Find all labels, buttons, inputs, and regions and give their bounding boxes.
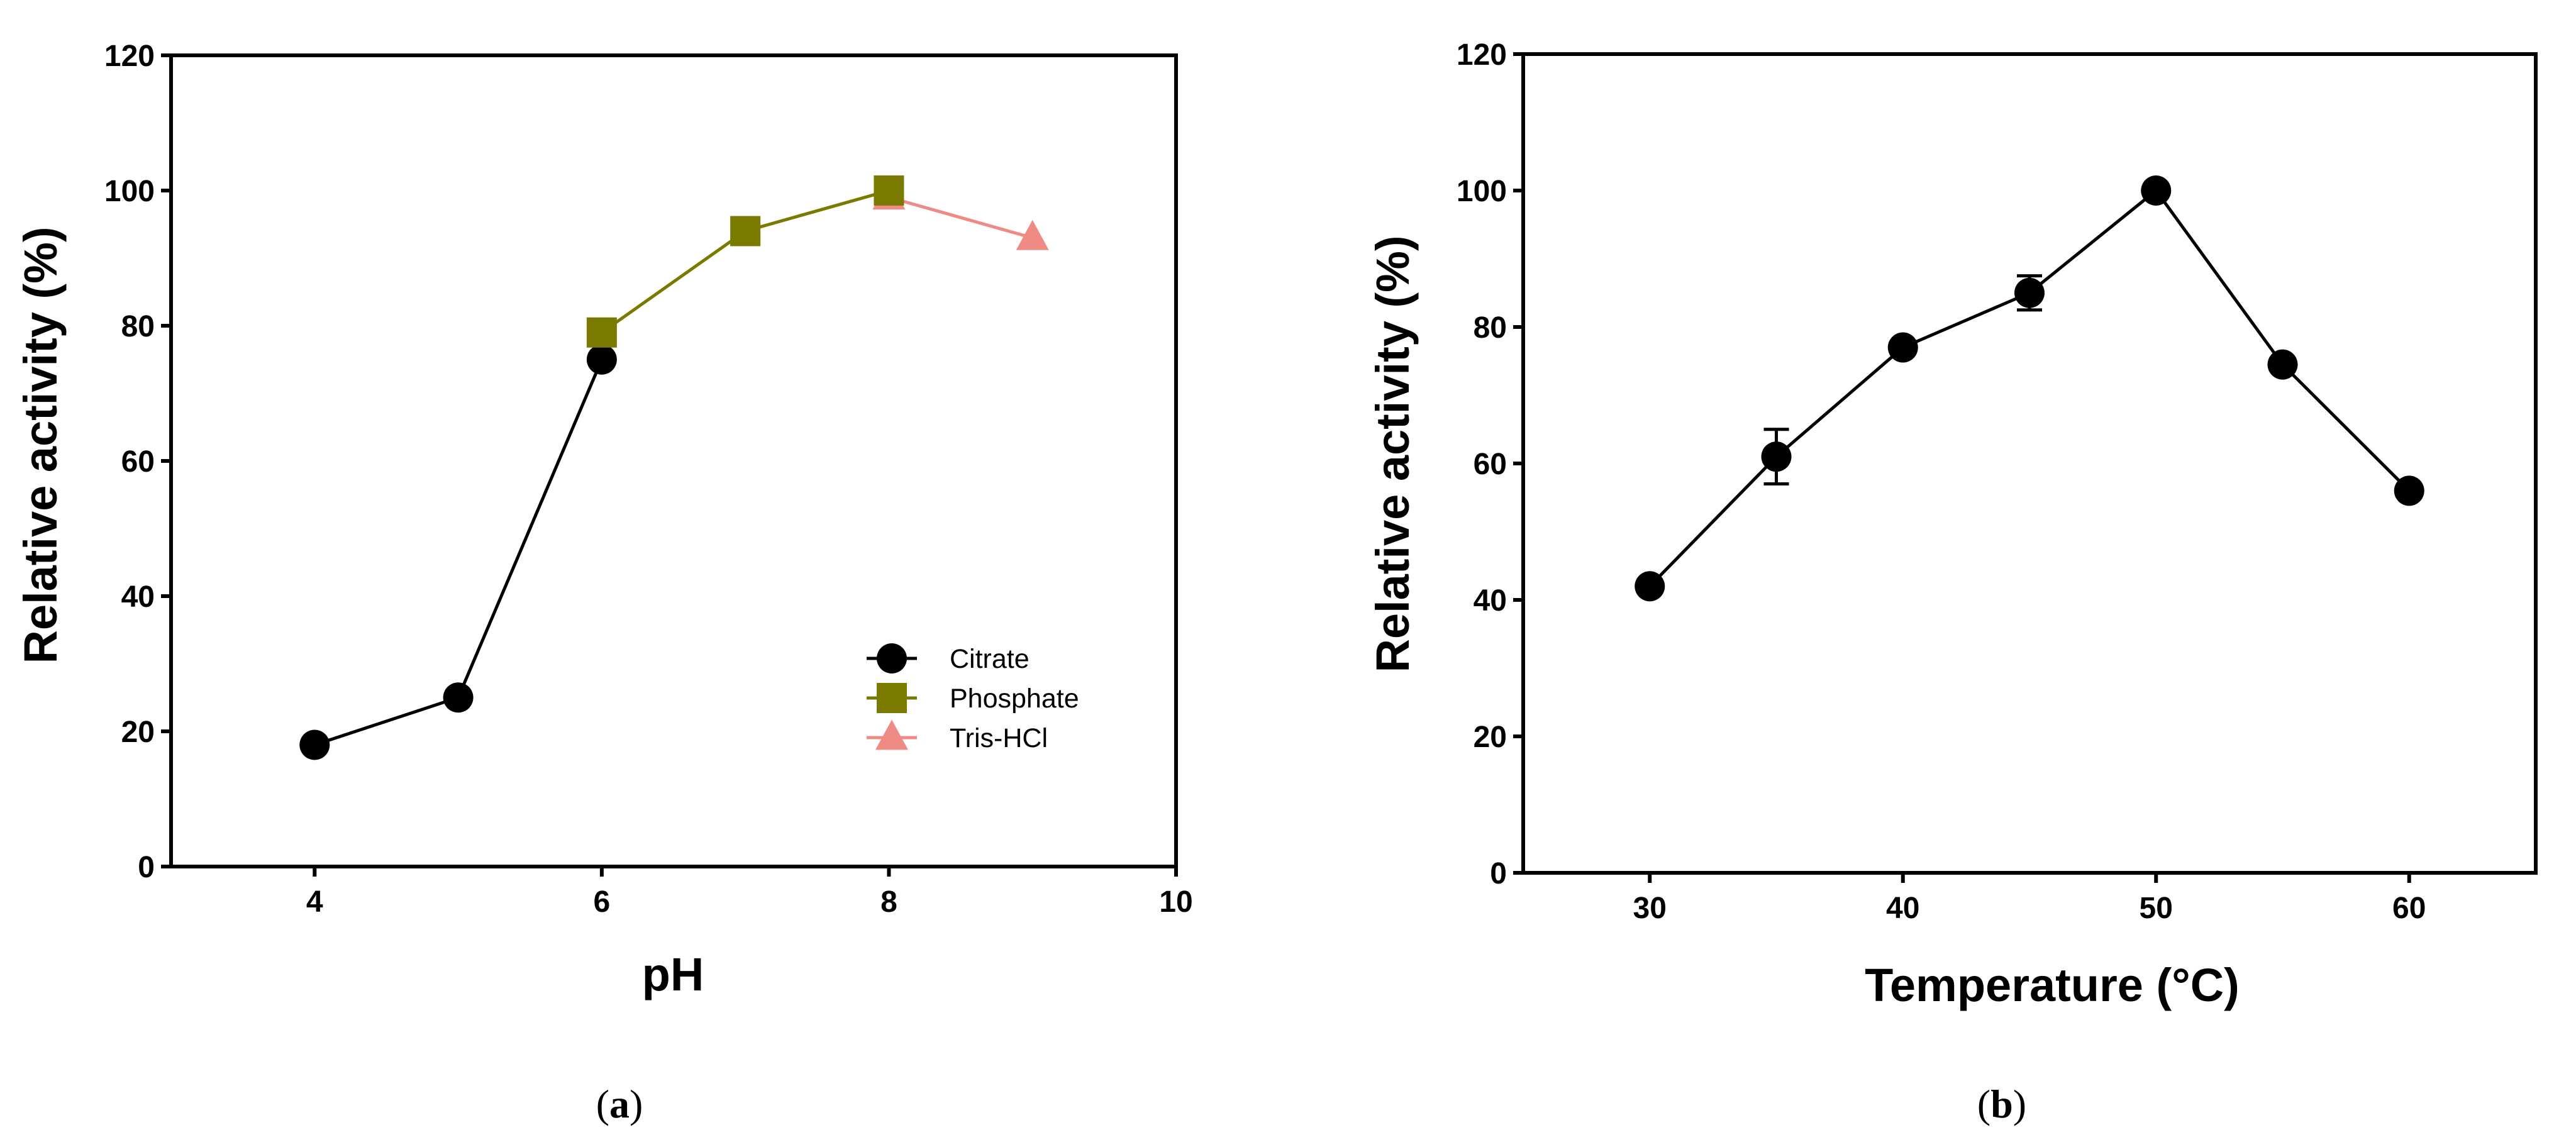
b-y-tick-label: 100 (1457, 175, 1507, 208)
a-y-tick-label: 120 (104, 40, 155, 73)
a-panel-letter: a (609, 1082, 630, 1126)
b-x-axis-title: Temperature (°C) (1865, 959, 2240, 1011)
a-legend-marker-citrate (877, 643, 907, 673)
b-point-temperature (2014, 277, 2045, 308)
a-y-tick-label: 80 (121, 310, 155, 343)
a-y-axis-title: Relative activity (%) (14, 226, 67, 663)
b-series-group (1635, 175, 2424, 602)
b-point-temperature (2267, 349, 2298, 380)
a-legend-marker-tris-hcl (875, 719, 908, 750)
a-point-citrate (299, 729, 330, 760)
a-x-tick-label: 8 (880, 885, 897, 919)
b-y-tick-label: 120 (1457, 38, 1507, 72)
a-y-tick-label: 20 (121, 716, 155, 749)
a-legend-label-tris-hcl: Tris-HCl (950, 723, 1048, 753)
b-axes: 0 20 40 60 80 100 120 30 40 50 60 (1457, 38, 2538, 925)
a-point-phosphate (874, 175, 904, 206)
a-series-line-tris-hcl (888, 196, 1033, 240)
b-x-tick-label: 50 (2140, 892, 2173, 925)
b-point-temperature (2141, 175, 2172, 206)
a-y-tick-label: 40 (121, 580, 155, 614)
a-legend: Citrate Phosphate Tris-HCl (867, 643, 1079, 753)
a-x-tick-label: 6 (594, 885, 611, 919)
a-point-citrate (443, 682, 474, 713)
b-y-tick-label: 0 (1490, 857, 1507, 890)
a-x-tick-label: 10 (1159, 885, 1192, 919)
b-y-tick-label: 40 (1474, 584, 1507, 618)
a-axes: 0 20 40 60 80 100 120 4 6 8 10 (104, 40, 1193, 919)
a-legend-label-citrate: Citrate (950, 644, 1030, 674)
b-x-tick-label: 30 (1633, 892, 1667, 925)
a-legend-label-phosphate: Phosphate (950, 684, 1079, 714)
a-series-line-phosphate (601, 189, 890, 334)
b-point-temperature (2394, 475, 2424, 506)
b-y-tick-label: 80 (1474, 311, 1507, 345)
a-y-tick-label: 60 (121, 445, 155, 479)
b-panel-letter: b (1990, 1082, 2013, 1126)
a-x-tick-label: 4 (306, 885, 323, 919)
b-point-temperature (1887, 332, 1918, 363)
a-point-citrate (586, 344, 617, 375)
a-point-phosphate (586, 317, 617, 348)
a-point-tris-hcl (1016, 219, 1049, 250)
b-point-temperature (1761, 441, 1792, 472)
chart-panel-b: 0 20 40 60 80 100 120 30 40 50 60 Temperature (°C)… (1367, 38, 2538, 1126)
b-panel-caption: (b) (1977, 1082, 2026, 1126)
a-point-phosphate (730, 216, 761, 247)
b-y-tick-label: 60 (1474, 448, 1507, 481)
a-panel-caption: (a) (596, 1082, 643, 1126)
b-y-axis-title: Relative activity (%) (1367, 235, 1419, 672)
a-y-tick-label: 0 (138, 851, 155, 884)
b-x-tick-label: 60 (2392, 892, 2426, 925)
a-series-group (299, 175, 1049, 760)
b-point-temperature (1635, 571, 1665, 602)
b-series-line-temperature (1648, 188, 2411, 588)
a-y-tick-label: 100 (104, 175, 155, 208)
chart-panel-a: 0 20 40 60 80 100 120 4 6 8 10 pH Relative activit… (14, 40, 1193, 1126)
a-legend-marker-phosphate (877, 683, 907, 713)
a-x-axis-title: pH (642, 948, 704, 1000)
b-x-tick-label: 40 (1886, 892, 1919, 925)
b-y-tick-label: 20 (1474, 721, 1507, 754)
